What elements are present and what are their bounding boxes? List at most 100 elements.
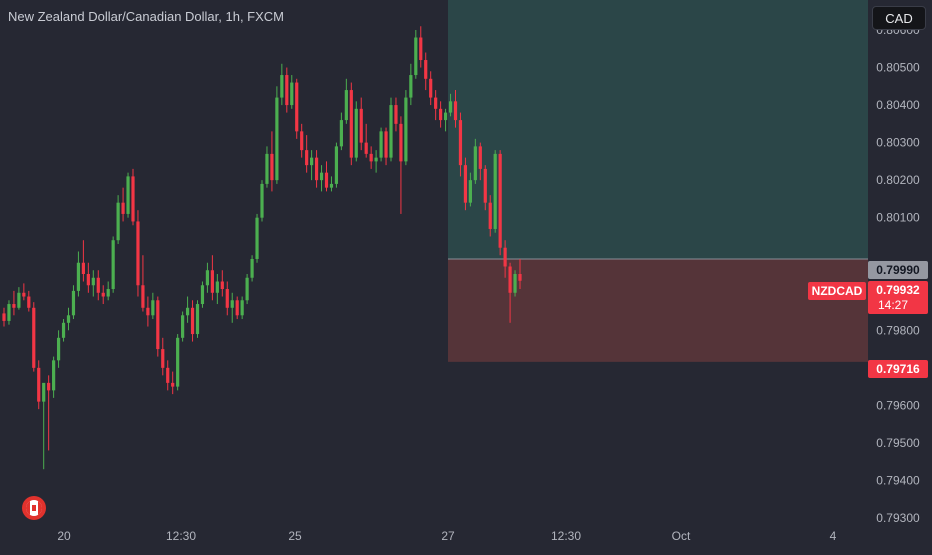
currency-button[interactable]: CAD — [872, 6, 926, 30]
time-tick-label: 12:30 — [166, 529, 196, 543]
candle-body — [498, 153, 502, 248]
candle — [280, 63, 284, 106]
symbol-label: NZDCAD — [812, 284, 863, 298]
candle — [324, 161, 329, 192]
candle — [176, 334, 180, 391]
candle — [458, 112, 463, 177]
price-tick-label: 0.80200 — [876, 173, 920, 187]
stop-price-tag: 0.79716 — [868, 360, 928, 378]
candle — [349, 82, 353, 166]
candle — [37, 360, 41, 410]
candle-body — [374, 157, 378, 162]
candle-body — [310, 157, 314, 166]
candle-body — [463, 165, 468, 203]
candle — [374, 150, 378, 173]
candle — [364, 123, 368, 158]
candle-body — [210, 270, 214, 293]
candle — [17, 287, 21, 310]
candle-body — [56, 337, 61, 361]
candle — [240, 296, 244, 320]
time-tick-label: 20 — [57, 529, 71, 543]
candle — [399, 116, 403, 214]
candle-body — [101, 292, 105, 297]
candle-body — [443, 112, 448, 121]
candle-body — [319, 172, 324, 181]
candle-body — [359, 108, 363, 143]
candle — [424, 52, 428, 91]
candle-body — [468, 180, 472, 203]
candle-body — [275, 97, 279, 181]
candle-body — [379, 131, 383, 158]
candle — [339, 112, 343, 151]
candle — [220, 270, 224, 297]
candle-body — [250, 258, 254, 278]
candle — [121, 187, 125, 222]
candle — [389, 97, 393, 162]
candle-body — [493, 153, 497, 229]
candle — [448, 93, 453, 117]
candle — [141, 255, 145, 312]
candle-body — [71, 290, 76, 316]
take-profit-zone[interactable] — [448, 0, 868, 259]
canada-flag-icon[interactable] — [22, 496, 46, 520]
candle-body — [448, 101, 453, 113]
candle-body — [96, 277, 100, 293]
time-tick-label: 12:30 — [551, 529, 581, 543]
time-axis[interactable]: 20 12:30 25 27 12:30 Oct 4 — [57, 529, 836, 543]
candle-body — [126, 176, 130, 214]
candle — [498, 150, 502, 256]
candle — [419, 26, 423, 68]
candle — [56, 330, 61, 368]
candle — [96, 270, 100, 301]
candle — [116, 195, 120, 244]
candle-body — [27, 296, 31, 308]
candle-body — [225, 289, 229, 308]
candle-body — [230, 300, 234, 308]
candle — [344, 78, 348, 124]
candle-body — [52, 360, 56, 391]
candle — [7, 300, 11, 325]
candle — [300, 123, 304, 158]
candle-body — [419, 37, 423, 61]
candle-body — [364, 142, 368, 154]
candle — [81, 240, 85, 282]
candle-body — [190, 307, 195, 335]
candle — [52, 356, 56, 398]
candle — [215, 274, 219, 305]
candle — [91, 270, 95, 297]
candle — [151, 292, 155, 320]
price-tick-label: 0.80500 — [876, 61, 920, 75]
candle-body — [503, 247, 507, 267]
candle — [429, 71, 433, 106]
candle-body — [141, 285, 145, 308]
flag-inner — [26, 500, 42, 516]
candle-body — [439, 108, 443, 121]
candle — [161, 337, 165, 376]
candle-body — [399, 123, 403, 162]
candle-body — [235, 300, 239, 316]
candle-body — [280, 75, 284, 98]
time-tick-label: 25 — [288, 529, 302, 543]
candle — [106, 281, 110, 301]
candle-body — [409, 75, 413, 98]
candle — [136, 210, 140, 297]
candle — [409, 63, 413, 106]
candle — [503, 240, 507, 278]
stop-loss-zone[interactable] — [448, 258, 868, 362]
candle — [156, 296, 160, 357]
candle — [190, 300, 195, 342]
candle-body — [429, 78, 433, 98]
candle — [473, 138, 477, 184]
candle-body — [37, 367, 41, 402]
candle — [434, 90, 438, 121]
countdown-label: 14:27 — [878, 298, 908, 312]
candle-body — [349, 90, 353, 158]
candle-body — [473, 146, 477, 181]
candle-body — [305, 150, 309, 166]
candle-body — [404, 97, 408, 162]
candle — [439, 101, 443, 128]
candle — [126, 172, 130, 218]
candle — [468, 172, 472, 207]
candle — [295, 78, 299, 139]
